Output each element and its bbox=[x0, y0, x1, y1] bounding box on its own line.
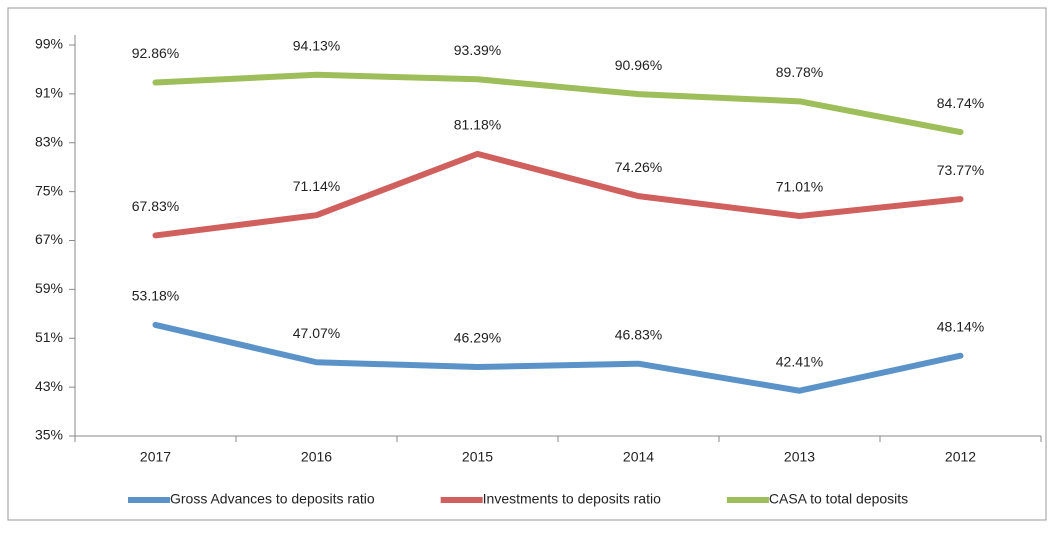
y-tick-label: 99% bbox=[35, 36, 63, 52]
data-label: 71.14% bbox=[293, 178, 340, 194]
legend-label: Gross Advances to deposits ratio bbox=[170, 491, 375, 507]
y-tick-label: 67% bbox=[35, 231, 63, 247]
data-label: 47.07% bbox=[293, 325, 340, 341]
data-label: 93.39% bbox=[454, 42, 501, 58]
data-label: 89.78% bbox=[776, 64, 823, 80]
data-label: 94.13% bbox=[293, 37, 340, 53]
y-tick-label: 91% bbox=[35, 85, 63, 101]
data-label: 92.86% bbox=[132, 45, 179, 61]
data-label: 71.01% bbox=[776, 179, 823, 195]
y-tick-label: 83% bbox=[35, 133, 63, 149]
x-tick-label: 2012 bbox=[945, 449, 976, 465]
y-tick-label: 51% bbox=[35, 329, 63, 345]
data-label: 73.77% bbox=[937, 162, 984, 178]
x-tick-label: 2015 bbox=[462, 449, 493, 465]
series-line bbox=[152, 321, 964, 394]
data-label: 67.83% bbox=[132, 198, 179, 214]
y-tick-label: 35% bbox=[35, 427, 63, 443]
data-label: 84.74% bbox=[937, 95, 984, 111]
legend-label: Investments to deposits ratio bbox=[483, 491, 661, 507]
x-tick-label: 2017 bbox=[140, 449, 171, 465]
data-label: 74.26% bbox=[615, 159, 662, 175]
data-label: 42.41% bbox=[776, 353, 823, 369]
series-line bbox=[152, 71, 964, 136]
y-tick-label: 59% bbox=[35, 280, 63, 296]
legend-label: CASA to total deposits bbox=[769, 491, 908, 507]
data-label: 81.18% bbox=[454, 117, 501, 133]
x-tick-label: 2016 bbox=[301, 449, 332, 465]
data-label: 48.14% bbox=[937, 318, 984, 334]
series-line bbox=[152, 150, 964, 239]
chart-frame bbox=[7, 7, 1047, 521]
data-label: 90.96% bbox=[615, 57, 662, 73]
data-label: 53.18% bbox=[132, 288, 179, 304]
data-label: 46.83% bbox=[615, 326, 662, 342]
y-tick-label: 75% bbox=[35, 182, 63, 198]
y-tick-label: 43% bbox=[35, 378, 63, 394]
data-label: 46.29% bbox=[454, 330, 501, 346]
x-tick-label: 2014 bbox=[623, 449, 654, 465]
x-tick-label: 2013 bbox=[784, 449, 815, 465]
